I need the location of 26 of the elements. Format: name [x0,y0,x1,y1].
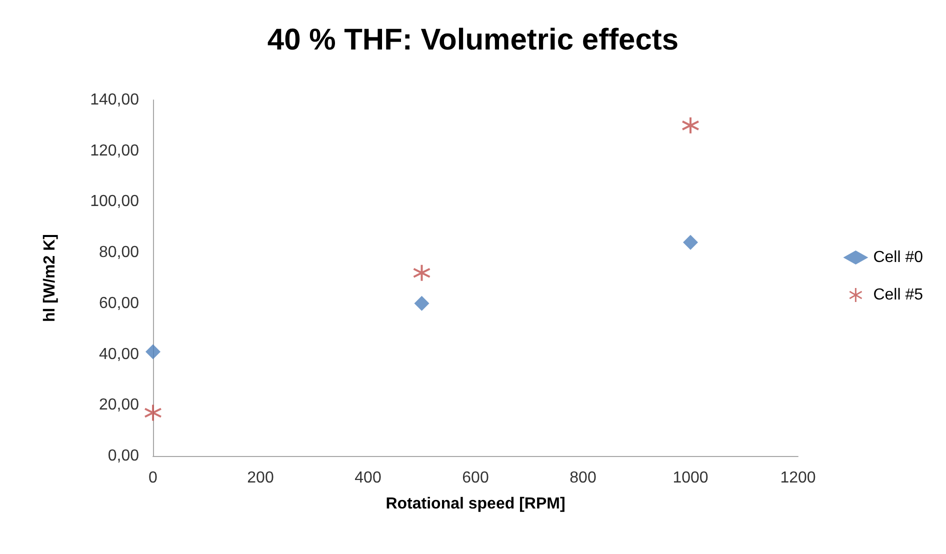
point [144,404,162,422]
y-tick-label: 60,00 [98,294,140,312]
x-tick-label: 0 [148,470,158,486]
point [682,116,700,134]
x-tick-label: 1200 [780,470,816,486]
y-tick-label: 120,00 [90,142,140,160]
y-tick-label: 80,00 [98,244,140,262]
point [414,296,430,311]
point [146,344,160,360]
y-tick-label: 140,00 [90,92,140,108]
chart-title: 40 % THF: Volumetric effects [267,24,679,56]
y-tick-label: 40,00 [98,346,140,363]
y-tick-label: 0,00 [108,448,140,464]
x-axis-title: Rotational speed [RPM] [386,496,566,512]
legend-label: Cell #0 [873,249,924,266]
x-tick-label: 400 [354,470,382,486]
x-tick-label: 200 [247,470,274,486]
x-tick-label: 600 [462,470,489,486]
point [683,234,698,250]
y-axis-title: hl [W/m2 K] [42,234,58,322]
legend-label: Cell #5 [873,286,924,304]
y-tick-label: 20,00 [98,396,140,414]
x-tick-label: 800 [570,470,596,486]
point [412,264,431,282]
x-tick-label: 1000 [672,470,708,486]
y-tick-label: 100,00 [90,193,140,210]
